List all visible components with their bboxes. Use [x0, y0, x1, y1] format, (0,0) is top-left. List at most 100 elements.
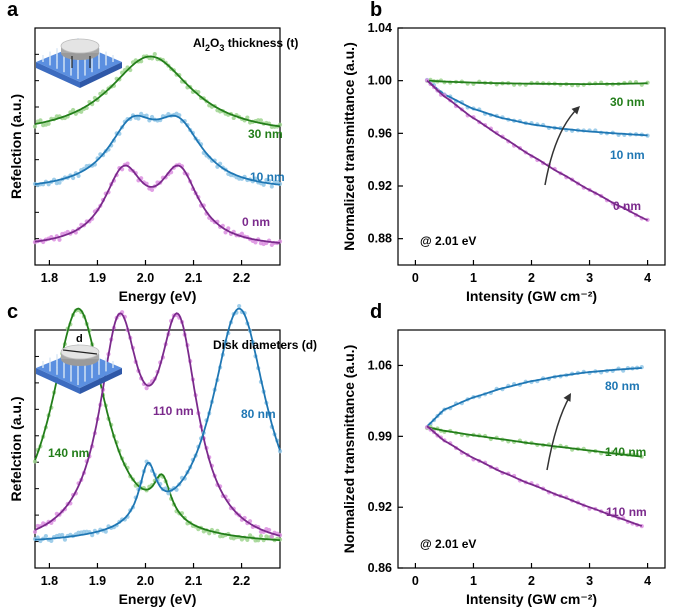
x-tick-label-c: 1.9 — [89, 574, 106, 588]
x-tick-label-b: 0 — [412, 271, 419, 285]
data-point — [35, 535, 40, 540]
data-point — [163, 486, 168, 491]
data-point — [46, 121, 51, 126]
y-axis-label-a: Refelction (a.u.) — [8, 94, 24, 199]
panel-letter-c: c — [7, 301, 18, 323]
data-point — [245, 115, 250, 120]
x-tick-label-b: 2 — [528, 271, 535, 285]
y-tick-label-b: 1.00 — [368, 74, 392, 88]
panel-letter-a: a — [7, 0, 19, 21]
inset-schematic-c: d — [36, 333, 122, 394]
annotation-a-part: Al — [193, 36, 205, 50]
data-point — [166, 491, 171, 496]
data-point — [267, 527, 272, 533]
series-line-d-0 — [426, 367, 642, 427]
plot-frame-a — [34, 27, 281, 266]
data-point — [136, 116, 141, 121]
data-point — [267, 178, 272, 183]
data-point — [149, 187, 155, 192]
data-point — [90, 533, 95, 538]
annotation-a-part: O — [210, 36, 219, 50]
plot-frame-b — [397, 27, 666, 266]
y-tick-label-d: 0.86 — [368, 561, 392, 575]
series-label-b-0: 30 nm — [610, 95, 645, 109]
series-label-c-0: 140 nm — [48, 446, 89, 460]
x-tick-label-a: 2.1 — [185, 271, 202, 285]
x-tick-label-d: 2 — [528, 574, 535, 588]
series-label-b-2: 0 nm — [613, 199, 641, 213]
data-point — [269, 534, 274, 539]
x-tick-label-b: 1 — [470, 271, 477, 285]
series-label-d-1: 140 nm — [605, 445, 646, 459]
data-point — [57, 180, 62, 185]
series-label-d-2: 110 nm — [606, 505, 647, 519]
data-point — [253, 240, 258, 245]
data-point — [57, 237, 62, 242]
x-axis-label-b: Intensity (GW cm⁻²) — [466, 288, 597, 304]
series-label-c-1: 110 nm — [153, 404, 194, 418]
series-line-a-0 — [34, 55, 281, 128]
data-point — [277, 449, 283, 454]
data-point — [43, 534, 48, 539]
series-scatter-d-0 — [424, 365, 644, 430]
annotation-a-part: 3 — [219, 43, 224, 53]
x-tick-label-b: 4 — [644, 271, 651, 285]
y-tick-label-d: 0.92 — [368, 500, 392, 514]
y-tick-label-d: 1.06 — [368, 358, 392, 372]
data-point — [152, 52, 157, 57]
panel-letter-b: b — [370, 0, 382, 21]
y-tick-label-b: 0.88 — [368, 232, 392, 246]
substrate-side — [80, 368, 122, 394]
data-point — [32, 459, 38, 464]
y-tick-label-b: 1.04 — [368, 21, 392, 35]
series-label-c-2: 80 nm — [241, 407, 276, 421]
data-point — [223, 230, 228, 235]
annotation-c: Disk diameters (d) — [213, 338, 317, 352]
data-point — [247, 533, 253, 538]
series-line-b-1 — [426, 79, 648, 137]
inset-schematic-a — [36, 38, 122, 88]
data-point — [149, 114, 155, 120]
x-tick-label-a: 2.2 — [233, 271, 250, 285]
y-axis-label-b: Normalized transmittance (a.u.) — [341, 42, 357, 251]
x-tick-label-a: 1.9 — [89, 271, 106, 285]
diameter-arrow — [62, 349, 98, 355]
data-point — [226, 226, 231, 231]
series-label-a-2: 0 nm — [242, 215, 270, 229]
series-line-a-1 — [34, 114, 281, 186]
series-line-a-2 — [34, 164, 281, 244]
data-point — [38, 118, 43, 123]
x-axis-label-a: Energy (eV) — [119, 288, 197, 304]
x-tick-label-c: 1.8 — [41, 574, 58, 588]
x-tick-label-d: 0 — [412, 574, 419, 588]
trend-arrow-d-head — [563, 393, 571, 402]
data-point — [253, 176, 258, 181]
series-line-c-2 — [34, 307, 281, 541]
series-label-b-1: 10 nm — [610, 148, 645, 162]
panel-letter-d: d — [370, 301, 382, 323]
trend-arrow-b-head — [571, 106, 580, 115]
series-line-b-0 — [427, 79, 648, 85]
data-point — [239, 231, 244, 236]
series-line-d-2 — [426, 425, 643, 527]
annotation-a: Al2O3 thickness (t) — [193, 36, 298, 53]
diameter-label: d — [76, 333, 83, 345]
series-label-d-0: 80 nm — [605, 379, 640, 393]
annotation-a-part: 2 — [205, 43, 210, 53]
x-axis-label-c: Energy (eV) — [119, 591, 197, 607]
substrate-side — [36, 368, 80, 394]
x-tick-label-d: 3 — [586, 574, 593, 588]
series-line-b-2 — [426, 79, 648, 222]
data-point — [103, 529, 108, 534]
data-point — [258, 118, 264, 123]
substrate-side — [36, 62, 80, 88]
x-tick-label-a: 1.8 — [41, 271, 58, 285]
y-tick-label-d: 0.99 — [368, 429, 392, 443]
annotation-a-part: thickness (t) — [224, 36, 298, 50]
data-point — [245, 537, 250, 542]
series-line-d-1 — [426, 426, 642, 458]
data-point — [237, 304, 242, 309]
series-line-c-0 — [34, 307, 281, 542]
data-point — [32, 124, 38, 129]
data-point — [60, 532, 65, 538]
